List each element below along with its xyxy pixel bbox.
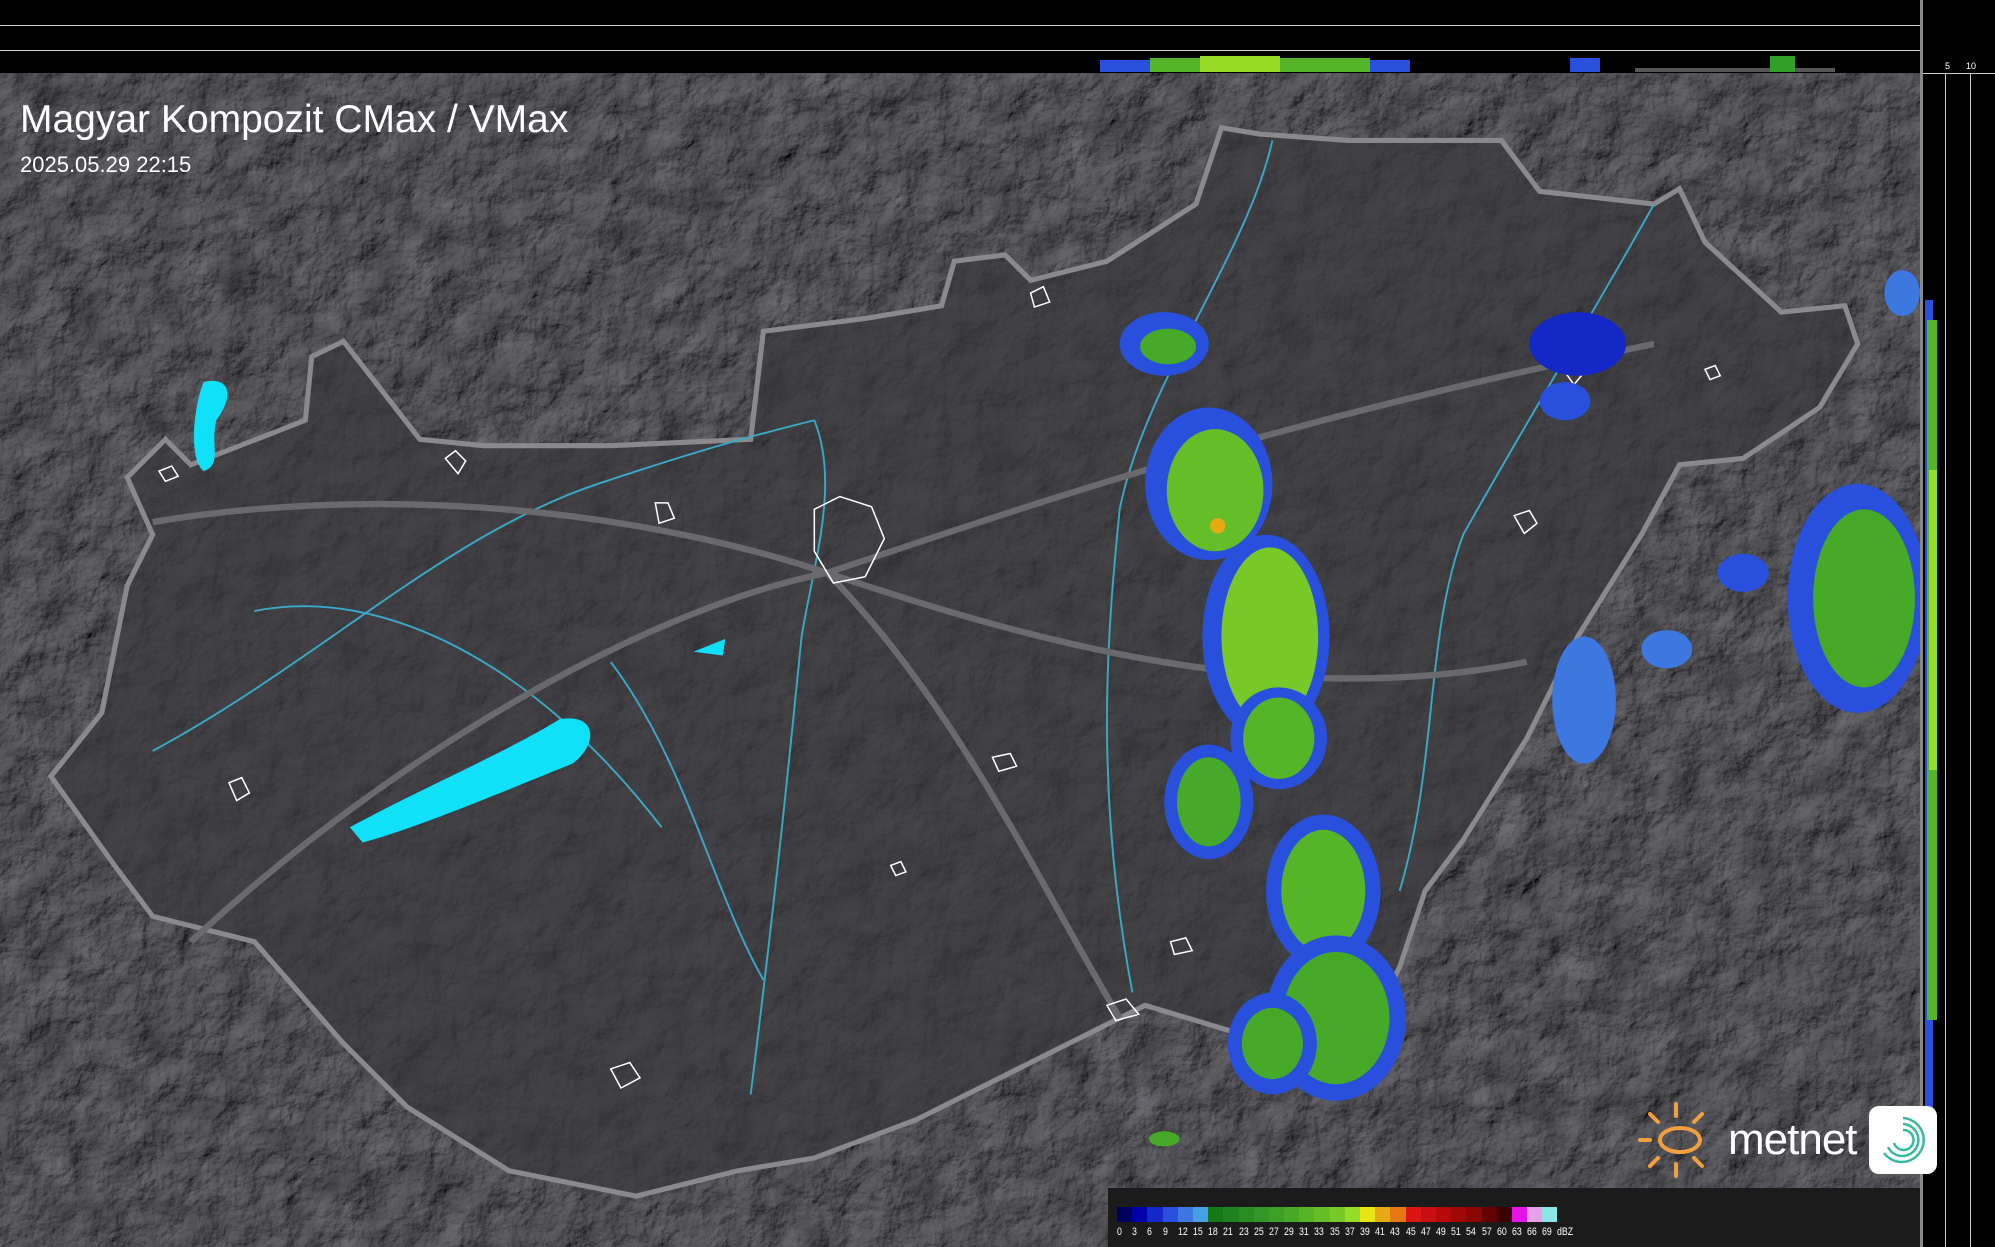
- scale-label: 45: [1405, 1226, 1416, 1238]
- color-swatch: [1466, 1207, 1482, 1222]
- scale-label: 35: [1329, 1226, 1340, 1238]
- dbz-legend: 0 3 6 9 12 15 18 21 23 25 27 29 31 33 35 37 39 41 43 45 47 49…: [1108, 1188, 1920, 1247]
- map-title: Magyar Kompozit CMax / VMax: [20, 98, 569, 141]
- color-swatch: [1253, 1207, 1269, 1222]
- color-swatch: [1375, 1207, 1391, 1222]
- color-swatch: [1527, 1207, 1543, 1222]
- color-swatch: [1299, 1207, 1315, 1222]
- swirl-icon: [1868, 1106, 1937, 1174]
- right-profile-echoes: [1925, 300, 1937, 1150]
- scale-labels: 0 3 6 9 12 15 18 21 23 25 27 29 31 33 35 37 39 41 43 45 47 49…: [1117, 1226, 1574, 1238]
- timestamp: 2025.05.29 22:15: [20, 152, 192, 177]
- hungary-outline: [47, 124, 1861, 1199]
- color-swatch: [1314, 1207, 1330, 1222]
- scale-label: 29: [1284, 1226, 1294, 1238]
- scale-label: 66: [1527, 1226, 1537, 1238]
- scale-label: 27: [1268, 1226, 1279, 1238]
- color-swatch: [1223, 1207, 1239, 1222]
- scale-label: 6: [1147, 1226, 1153, 1238]
- lake-balaton: [349, 718, 591, 843]
- scale-label: 63: [1511, 1226, 1522, 1238]
- vertical-profile-top: [0, 0, 1920, 73]
- scale-label: 25: [1253, 1226, 1264, 1238]
- scale-label: 33: [1314, 1226, 1325, 1238]
- color-swatch: [1542, 1207, 1558, 1222]
- scale-label: 21: [1223, 1226, 1234, 1238]
- color-swatch: [1268, 1207, 1285, 1222]
- color-swatch: [1511, 1207, 1528, 1222]
- scale-label: 0: [1117, 1226, 1122, 1238]
- metnet-logo: metnet: [1636, 1100, 1937, 1180]
- distance-tick: 10: [1966, 61, 1977, 71]
- scale-label: 39: [1360, 1226, 1370, 1238]
- rivers: [152, 140, 1655, 1095]
- scale-label: 43: [1390, 1226, 1401, 1238]
- color-swatch: [1451, 1207, 1467, 1222]
- color-swatch: [1208, 1207, 1224, 1222]
- height-gridline: [0, 25, 1920, 26]
- color-swatch: [1162, 1207, 1178, 1222]
- scale-label: 12: [1177, 1226, 1188, 1238]
- color-swatch: [1117, 1207, 1133, 1222]
- color-swatch: [1344, 1207, 1360, 1222]
- scale-label: 54: [1466, 1226, 1477, 1238]
- unit-label: dBZ: [1557, 1226, 1574, 1238]
- color-swatch: [1420, 1207, 1436, 1222]
- scale-label: 37: [1344, 1226, 1355, 1238]
- scale-label: 31: [1299, 1226, 1310, 1238]
- distance-tick: 5: [1945, 61, 1951, 71]
- color-swatch: [1177, 1207, 1193, 1222]
- radar-map[interactable]: [0, 73, 1920, 1247]
- color-swatch: [1238, 1207, 1254, 1222]
- color-swatch: [1132, 1207, 1148, 1222]
- scale-label: 49: [1435, 1226, 1446, 1238]
- scale-label: 47: [1420, 1226, 1431, 1238]
- color-swatch: [1390, 1207, 1406, 1222]
- color-swatch: [1405, 1207, 1421, 1222]
- scale-label: 41: [1375, 1226, 1385, 1238]
- color-swatch: [1329, 1207, 1345, 1222]
- brand-name: metnet: [1728, 1115, 1858, 1164]
- color-swatch: [1284, 1207, 1300, 1222]
- lake-neusiedl: [193, 380, 228, 472]
- scale-label: 18: [1208, 1226, 1218, 1238]
- scale-label: 60: [1496, 1226, 1507, 1238]
- color-swatch: [1496, 1207, 1512, 1222]
- sun-icon: [1638, 1102, 1704, 1178]
- color-swatch: [1481, 1207, 1497, 1222]
- radar-echoes: [1119, 270, 1920, 1147]
- vertical-profile-right: [1920, 0, 1995, 1247]
- scale-label: 51: [1451, 1226, 1461, 1238]
- color-swatch: [1360, 1207, 1376, 1222]
- top-profile-echoes: [1100, 56, 1835, 72]
- scale-label: 3: [1132, 1226, 1138, 1238]
- scale-label: 9: [1162, 1226, 1168, 1238]
- color-scale: [1117, 1207, 1558, 1222]
- color-swatch: [1192, 1207, 1209, 1222]
- color-swatch: [1435, 1207, 1452, 1222]
- scale-label: 23: [1238, 1226, 1249, 1238]
- scale-label: 69: [1542, 1226, 1553, 1238]
- scale-label: 15: [1192, 1226, 1203, 1238]
- scale-label: 57: [1481, 1226, 1492, 1238]
- color-swatch: [1147, 1207, 1163, 1222]
- height-gridline: [0, 50, 1920, 51]
